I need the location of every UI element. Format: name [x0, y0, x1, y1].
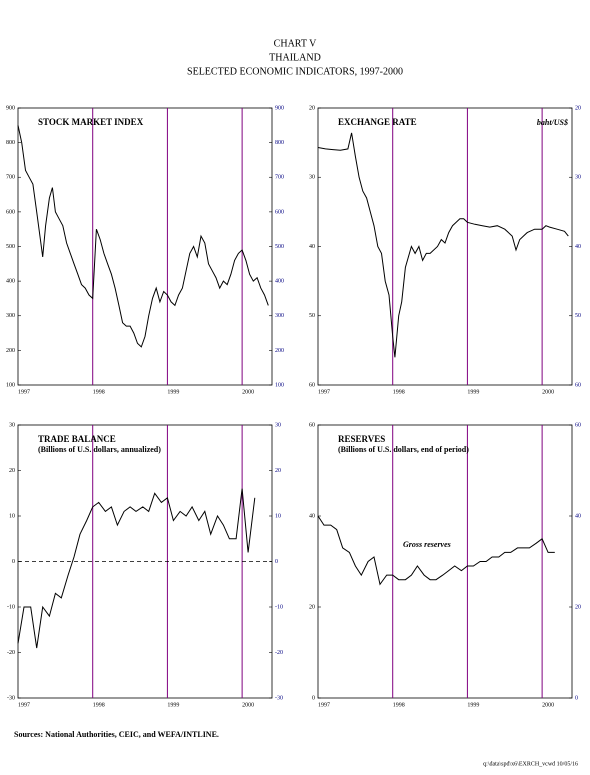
x-tick-label: 2000 — [542, 702, 554, 708]
x-tick-label: 1999 — [167, 389, 179, 395]
y-tick-label: 0 — [312, 695, 315, 701]
y2-tick-label: 20 — [275, 468, 281, 474]
y-tick-label: 30 — [9, 422, 15, 428]
y-tick-label: 800 — [6, 140, 15, 146]
x-tick-label: 1999 — [167, 702, 179, 708]
y2-tick-label: 0 — [275, 559, 278, 565]
y2-tick-label: 300 — [275, 313, 284, 319]
file-id: q:\data\spd\x6\EXRCH_vcwd 10/05/16 — [483, 761, 578, 767]
y-tick-label: 100 — [6, 382, 15, 388]
plot-frame — [317, 424, 573, 699]
y2-tick-label: 40 — [575, 244, 581, 250]
y2-tick-label: 700 — [275, 175, 284, 181]
y-tick-label: 20 — [309, 105, 315, 111]
y2-tick-label: 30 — [575, 175, 581, 181]
y-tick-label: 50 — [309, 313, 315, 319]
y2-tick-label: 20 — [575, 105, 581, 111]
panel-title: TRADE BALANCE — [38, 434, 116, 444]
x-tick-label: 1997 — [318, 389, 330, 395]
data-line — [17, 125, 269, 348]
y-tick-label: 200 — [6, 348, 15, 354]
y-tick-label: 10 — [9, 513, 15, 519]
y2-tick-label: 40 — [575, 513, 581, 519]
y-tick-label: 600 — [6, 209, 15, 215]
y2-tick-label: 100 — [275, 382, 284, 388]
y-tick-label: 60 — [309, 382, 315, 388]
y-tick-label: 40 — [309, 513, 315, 519]
y2-tick-label: -20 — [275, 650, 283, 656]
y2-tick-label: 0 — [575, 695, 578, 701]
x-tick-label: 1998 — [393, 389, 405, 395]
x-tick-label: 2000 — [242, 389, 254, 395]
x-tick-label: 1998 — [93, 389, 105, 395]
header-line: SELECTED ECONOMIC INDICATORS, 1997-2000 — [187, 66, 403, 77]
header-line: THAILAND — [269, 52, 321, 63]
sources: Sources: National Authorities, CEIC, and… — [14, 730, 219, 739]
y-tick-label: -20 — [7, 650, 15, 656]
y2-tick-label: -30 — [275, 695, 283, 701]
y2-tick-label: 900 — [275, 105, 284, 111]
y2-tick-label: 400 — [275, 279, 284, 285]
x-tick-label: 1997 — [18, 389, 30, 395]
x-tick-label: 1998 — [93, 702, 105, 708]
y-tick-label: 30 — [309, 175, 315, 181]
x-tick-label: 1997 — [318, 702, 330, 708]
annotation: baht/US$ — [537, 118, 568, 127]
plot-frame — [317, 107, 573, 386]
y-tick-label: 700 — [6, 175, 15, 181]
panel-title: STOCK MARKET INDEX — [38, 117, 144, 127]
y-tick-label: 20 — [9, 468, 15, 474]
y-tick-label: 0 — [12, 559, 15, 565]
y2-tick-label: 200 — [275, 348, 284, 354]
x-tick-label: 2000 — [242, 702, 254, 708]
y-tick-label: 20 — [309, 604, 315, 610]
plot-frame — [17, 107, 273, 386]
y-tick-label: 60 — [309, 422, 315, 428]
panel-subtitle: (Billions of U.S. dollars, end of period… — [338, 445, 469, 454]
y2-tick-label: 60 — [575, 382, 581, 388]
y2-tick-label: 60 — [575, 422, 581, 428]
y2-tick-label: 800 — [275, 140, 284, 146]
data-line — [17, 488, 256, 649]
x-tick-label: 1997 — [18, 702, 30, 708]
y-tick-label: 400 — [6, 279, 15, 285]
y2-tick-label: 20 — [575, 604, 581, 610]
panel-subtitle: (Billions of U.S. dollars, annualized) — [38, 445, 161, 454]
y-tick-label: -30 — [7, 695, 15, 701]
x-tick-label: 1998 — [393, 702, 405, 708]
y2-tick-label: 10 — [275, 513, 281, 519]
data-line — [317, 132, 569, 358]
y-tick-label: 500 — [6, 244, 15, 250]
y-tick-label: -10 — [7, 604, 15, 610]
x-tick-label: 2000 — [542, 389, 554, 395]
panel-title: RESERVES — [338, 434, 385, 444]
y-tick-label: 40 — [309, 244, 315, 250]
x-tick-label: 1999 — [467, 702, 479, 708]
y-tick-label: 300 — [6, 313, 15, 319]
y2-tick-label: -10 — [275, 604, 283, 610]
y2-tick-label: 30 — [275, 422, 281, 428]
y2-tick-label: 600 — [275, 209, 284, 215]
panel-title: EXCHANGE RATE — [338, 117, 417, 127]
y2-tick-label: 500 — [275, 244, 284, 250]
data-line — [317, 515, 555, 586]
x-tick-label: 1999 — [467, 389, 479, 395]
y-tick-label: 900 — [6, 105, 15, 111]
annotation: Gross reserves — [403, 540, 451, 549]
header-line: CHART V — [274, 38, 317, 49]
y2-tick-label: 50 — [575, 313, 581, 319]
